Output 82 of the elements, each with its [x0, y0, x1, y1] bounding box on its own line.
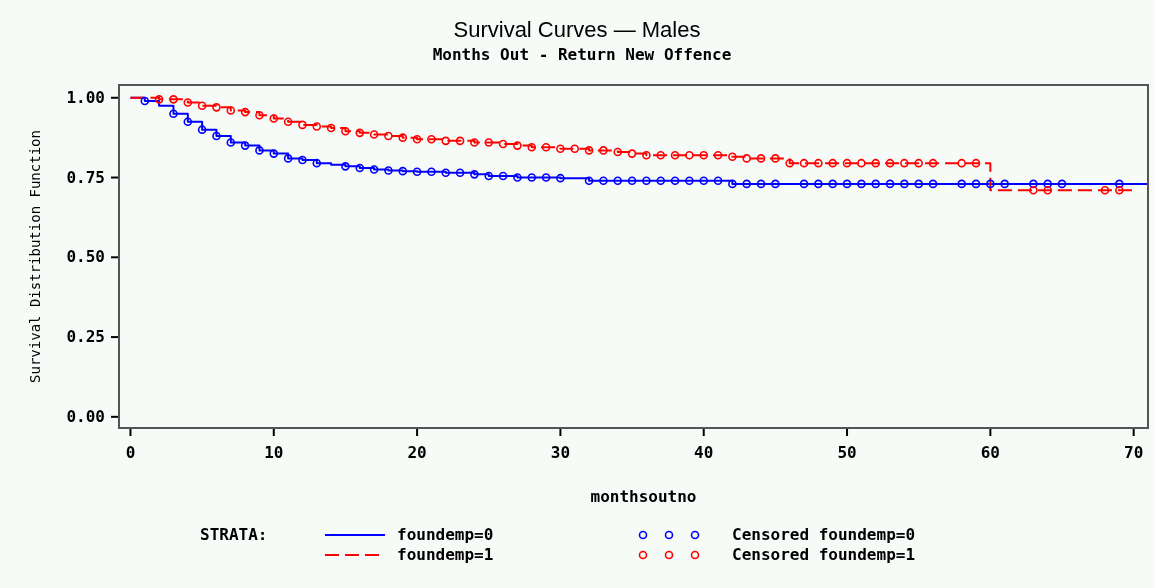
point	[183, 117, 193, 126]
point	[197, 125, 207, 134]
legend-label: Censored foundemp=1	[732, 545, 916, 564]
chart-subtitle: Months Out - Return New Offence	[432, 45, 732, 64]
point	[527, 173, 537, 182]
x-tick-label: 30	[550, 443, 571, 462]
y-tick-label: 0.50	[66, 247, 105, 267]
y-tick-label: 0.00	[66, 406, 105, 426]
point	[484, 171, 494, 181]
point	[470, 170, 479, 179]
point	[298, 155, 307, 165]
point	[269, 149, 279, 158]
point	[226, 138, 236, 147]
point	[369, 165, 379, 174]
y-tick-label: 0.75	[66, 167, 105, 187]
point	[1000, 179, 1009, 189]
point	[799, 179, 809, 189]
legend-label: foundemp=1	[397, 545, 494, 564]
y-axis-title: Survival Distribution Function	[27, 130, 43, 383]
point	[312, 158, 322, 168]
y-tick-label: 1.00	[66, 87, 105, 107]
point	[670, 176, 680, 186]
x-tick-label: 60	[980, 443, 1000, 462]
point	[685, 176, 694, 186]
point	[498, 171, 508, 181]
point	[441, 168, 451, 178]
point	[1029, 179, 1038, 189]
point	[642, 176, 651, 186]
x-tick-label: 0	[125, 443, 136, 462]
legend-label: Censored foundemp=0	[732, 525, 916, 544]
point	[240, 141, 250, 150]
point	[613, 176, 623, 186]
point	[355, 163, 365, 173]
chart-title: Survival Curves — Males	[453, 17, 701, 42]
point	[814, 179, 823, 189]
point	[398, 166, 408, 176]
point	[169, 109, 178, 119]
point	[842, 179, 852, 189]
point	[584, 176, 594, 186]
point	[971, 179, 981, 189]
x-tick-label: 70	[1124, 443, 1144, 462]
x-tick-label: 10	[264, 443, 284, 462]
point	[871, 179, 880, 189]
point	[1115, 179, 1124, 189]
point	[341, 162, 350, 171]
point	[455, 168, 465, 178]
point	[656, 176, 666, 186]
point	[556, 173, 565, 183]
point	[742, 179, 752, 189]
point	[914, 179, 923, 189]
point	[957, 179, 966, 189]
point	[384, 166, 393, 175]
point	[412, 167, 422, 177]
x-tick-label: 40	[694, 443, 714, 462]
x-tick-label: 20	[407, 443, 427, 462]
point	[283, 154, 293, 163]
x-axis-title: monthsoutno	[590, 487, 697, 506]
point	[599, 176, 608, 186]
point	[699, 176, 709, 186]
point	[857, 179, 866, 189]
point	[885, 179, 895, 189]
point	[900, 179, 909, 189]
legend-label: foundemp=0	[397, 525, 494, 544]
point	[756, 179, 766, 189]
y-tick-label: 0.25	[66, 327, 105, 347]
point	[1043, 179, 1052, 189]
point	[771, 179, 780, 189]
point	[255, 146, 264, 155]
point	[513, 173, 522, 182]
point	[427, 167, 436, 177]
point	[828, 179, 838, 189]
point	[713, 176, 723, 186]
point	[541, 173, 551, 182]
legend-title: STRATA:	[200, 525, 268, 544]
point	[627, 176, 637, 186]
point	[140, 96, 150, 106]
point	[728, 179, 737, 189]
point	[928, 179, 938, 189]
point	[212, 131, 221, 141]
point	[1057, 179, 1067, 189]
x-tick-label: 50	[837, 443, 857, 462]
point	[986, 179, 995, 189]
